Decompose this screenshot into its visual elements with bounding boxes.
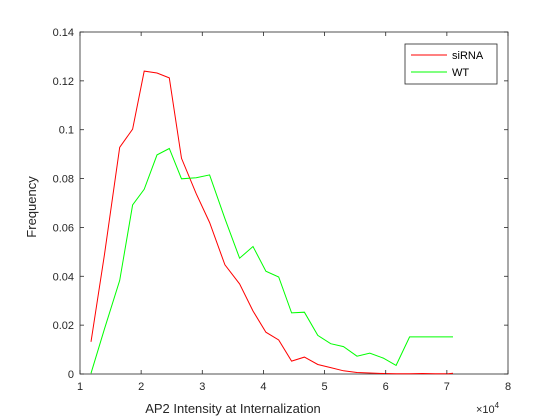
x-tick-label: 8	[505, 381, 511, 393]
x-tick-label: 6	[383, 381, 389, 393]
x-tick-label: 7	[444, 381, 450, 393]
series-line-sirna	[90, 70, 454, 375]
x-axis-exponent-power: 4	[495, 401, 500, 410]
legend-label-sirna: siRNA	[452, 50, 484, 62]
y-tick-label: 0.14	[53, 27, 74, 39]
legend: siRNA WT	[404, 43, 498, 85]
x-tick-label: 4	[260, 381, 266, 393]
y-tick-label: 0.04	[53, 271, 74, 283]
y-tick-label: 0.1	[59, 125, 74, 137]
x-axis-label: AP2 Intensity at Internalization	[145, 401, 321, 416]
y-tick-label: 0.08	[53, 174, 74, 186]
legend-box	[404, 43, 498, 85]
series-line-wt	[90, 147, 453, 374]
axes	[79, 31, 509, 375]
x-axis-exponent: ×104	[476, 401, 500, 416]
y-tick-label: 0.06	[53, 222, 74, 234]
x-tick-label: 1	[77, 381, 83, 393]
y-tick-label: 0.02	[53, 320, 74, 332]
x-tick-label: 5	[322, 381, 328, 393]
x-tick-label: 3	[199, 381, 205, 393]
y-tick-label: 0	[68, 369, 74, 381]
x-tick-label: 2	[138, 381, 144, 393]
ticks-layer: 1 2 3 4 5 6 7 8 0 0.02 0.04 0.06 0.08 0.1 0.12 0.14	[53, 27, 511, 393]
series-layer	[90, 70, 454, 375]
y-tick-label: 0.12	[53, 76, 74, 88]
y-axis-label: Frequency	[24, 176, 39, 238]
x-axis-exponent-base: ×10	[476, 404, 495, 416]
legend-label-wt: WT	[452, 67, 469, 79]
plot-area	[79, 31, 509, 375]
